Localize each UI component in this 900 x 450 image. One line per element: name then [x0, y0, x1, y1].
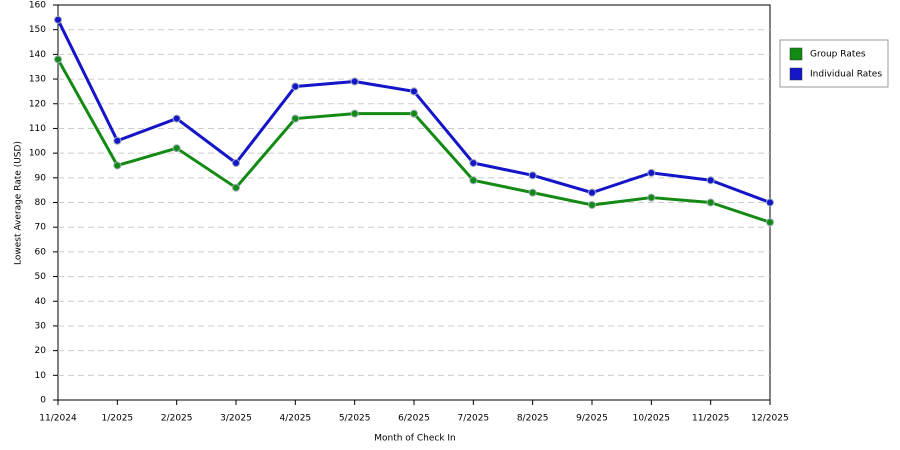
data-point	[232, 159, 240, 167]
data-point	[54, 15, 62, 24]
legend-label: Group Rates	[810, 50, 866, 60]
x-tick-label: 12/2025	[751, 414, 788, 424]
data-point	[469, 159, 478, 167]
data-point	[113, 161, 122, 170]
legend-swatch	[789, 67, 803, 81]
y-tick-label: 90	[35, 173, 47, 183]
x-tick-label: 2/2025	[161, 414, 193, 424]
x-tick-label: 5/2025	[339, 414, 371, 424]
legend-swatch	[789, 47, 803, 61]
y-tick-label: 0	[40, 396, 46, 406]
data-point	[766, 198, 774, 207]
data-point	[291, 114, 300, 123]
y-tick-label: 60	[35, 247, 47, 257]
x-tick-label: 7/2025	[457, 414, 489, 424]
data-point	[706, 176, 715, 185]
x-tick-label: 4/2025	[279, 414, 311, 424]
x-tick-label: 11/2024	[39, 414, 77, 424]
y-tick-label: 130	[29, 75, 46, 85]
data-point	[469, 176, 478, 185]
y-tick-label: 80	[35, 198, 47, 208]
y-axis-label: Lowest Average Rate (USD)	[14, 141, 24, 265]
data-point	[410, 109, 418, 118]
data-point	[647, 168, 656, 177]
y-tick-label: 100	[29, 149, 46, 159]
y-tick-label: 150	[29, 25, 46, 35]
y-tick-label: 20	[35, 346, 47, 356]
data-point	[54, 55, 62, 64]
data-point	[766, 218, 774, 227]
x-tick-label: 1/2025	[101, 414, 133, 424]
y-tick-label: 40	[35, 297, 47, 307]
y-tick-label: 70	[35, 223, 47, 233]
y-tick-label: 110	[29, 124, 46, 134]
legend-label: Individual Rates	[810, 70, 882, 80]
data-point	[172, 144, 181, 153]
x-tick-label: 10/2025	[633, 414, 670, 424]
data-point	[232, 183, 240, 192]
x-tick-label: 3/2025	[220, 414, 252, 424]
data-point	[528, 171, 537, 180]
x-tick-label: 9/2025	[576, 414, 608, 424]
y-tick-label: 140	[29, 50, 46, 60]
y-tick-label: 50	[35, 272, 47, 282]
data-point	[588, 200, 596, 209]
y-tick-label: 160	[29, 1, 46, 11]
x-axis-label: Month of Check In	[374, 434, 456, 444]
x-tick-label: 6/2025	[398, 414, 430, 424]
data-point	[410, 87, 418, 96]
y-tick-label: 10	[35, 371, 47, 381]
data-point	[350, 109, 359, 118]
data-point	[350, 77, 359, 86]
data-point	[113, 136, 122, 145]
x-tick-label: 11/2025	[692, 414, 729, 424]
data-point	[291, 82, 300, 91]
data-point	[588, 188, 596, 197]
x-tick-label: 8/2025	[517, 414, 549, 424]
data-point	[172, 114, 181, 123]
data-point	[528, 188, 537, 197]
data-point	[647, 193, 656, 202]
y-tick-label: 30	[35, 321, 47, 331]
data-point	[706, 198, 715, 207]
y-tick-label: 120	[29, 99, 46, 109]
